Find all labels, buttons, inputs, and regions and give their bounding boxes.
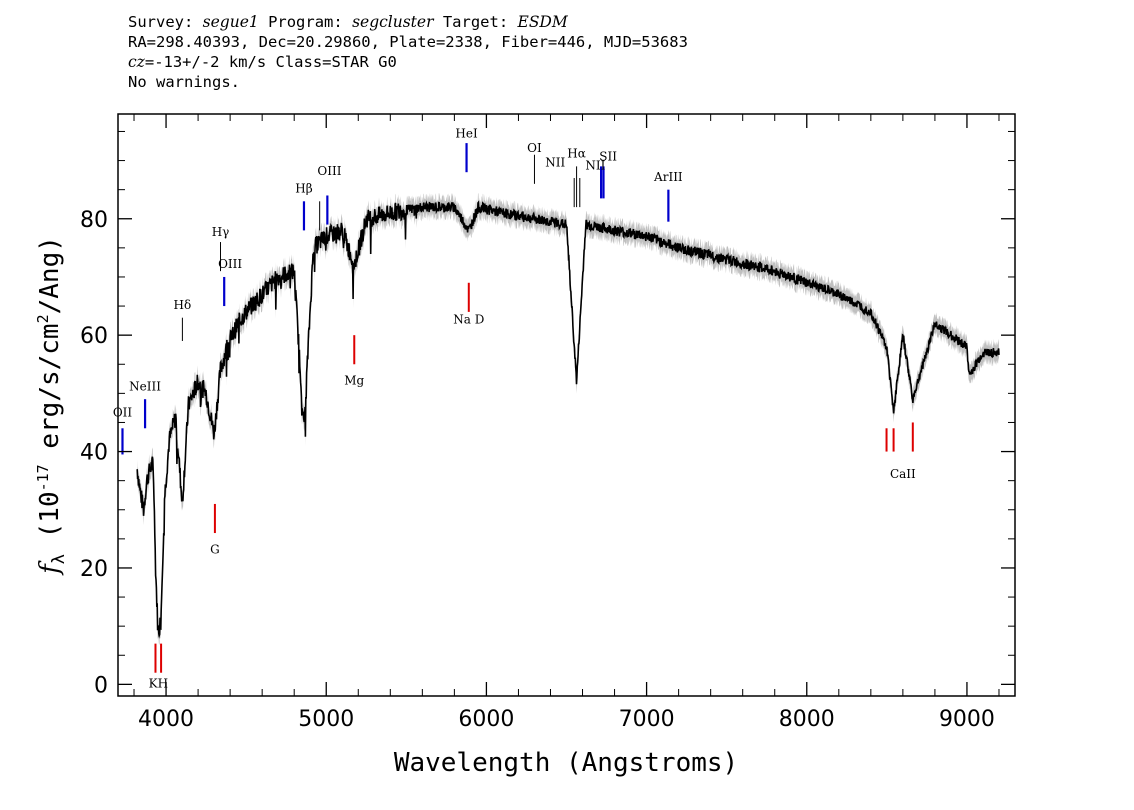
spectral-line-labels: OIINeIIIHδHγOIIIHβOIIIHeIOINIIHαNIISIIAr…	[113, 126, 916, 690]
y-tick-label: 60	[80, 324, 108, 349]
emission-line-label: SII	[599, 150, 617, 164]
emission-line-label: NII	[585, 158, 605, 172]
x-tick-label: 4000	[138, 707, 194, 732]
absorption-line-label: CaII	[890, 467, 916, 481]
x-axis-label: Wavelength (Angstroms)	[394, 748, 738, 778]
emission-line-label: Hα	[567, 147, 586, 161]
x-tick-label: 9000	[939, 707, 995, 732]
emission-line-label: Hβ	[295, 182, 312, 196]
emission-line-label: OII	[113, 406, 133, 420]
emission-line-label: OIII	[317, 164, 341, 178]
y-tick-label: 20	[80, 557, 108, 582]
emission-line-label: OI	[527, 141, 542, 155]
program-label: Program:	[258, 13, 353, 31]
program-value: segcluster	[352, 13, 434, 31]
emission-line-label: NeIII	[129, 379, 161, 393]
y-tick-label: 0	[94, 673, 108, 698]
header-redshift-line: cz=-13+/-2 km/s Class=STAR G0	[128, 52, 688, 72]
absorption-line-label: Na D	[453, 313, 484, 327]
spectrum-series	[136, 200, 1000, 639]
emission-line-label: Hδ	[174, 298, 192, 312]
target-label: Target:	[433, 13, 518, 31]
spectrum-header: Survey: segue1 Program: segcluster Targe…	[128, 12, 688, 92]
x-tick-label: 8000	[779, 707, 835, 732]
x-tick-label: 5000	[298, 707, 354, 732]
emission-line-label: OIII	[218, 257, 242, 271]
absorption-line-label: G	[210, 542, 220, 556]
spectral-line-markers	[121, 143, 914, 673]
survey-label: Survey:	[128, 13, 203, 31]
target-value: ESDM	[517, 13, 568, 31]
absorption-line-label: Mg	[344, 374, 364, 388]
y-tick-label: 40	[80, 441, 108, 466]
y-tick-label: 80	[80, 208, 108, 233]
absorption-line-label: KH	[149, 676, 168, 690]
plot-area: OIINeIIIHδHγOIIIHβOIIIHeIOINIIHαNIISIIAr…	[113, 113, 1016, 697]
x-axis: 4000 5000 6000 7000 8000 9000	[133, 114, 1000, 732]
cz-label: cz	[128, 53, 145, 71]
emission-line-label: NII	[545, 155, 565, 169]
header-coordinates-line: RA=298.40393, Dec=20.29860, Plate=2338, …	[128, 33, 688, 51]
emission-line-label: ArIII	[653, 170, 683, 184]
header-survey-line: Survey: segue1 Program: segcluster Targe…	[128, 12, 688, 32]
header-warnings-line: No warnings.	[128, 73, 240, 91]
y-axis: 0 20 40 60 80	[80, 130, 1015, 698]
emission-line-label: Hγ	[212, 225, 230, 239]
y-axis-label: fλ (10-17 erg/s/cm2/Ang)	[34, 236, 69, 576]
cz-value: =-13+/-2 km/s Class=STAR G0	[144, 53, 397, 71]
x-tick-label: 7000	[619, 707, 675, 732]
survey-value: segue1	[202, 13, 259, 31]
x-tick-label: 6000	[458, 707, 514, 732]
spectrum-line	[136, 200, 1000, 639]
error-band-area	[137, 192, 999, 645]
error-band	[137, 192, 999, 645]
emission-line-label: HeI	[455, 126, 478, 140]
plot-frame	[117, 113, 1016, 697]
